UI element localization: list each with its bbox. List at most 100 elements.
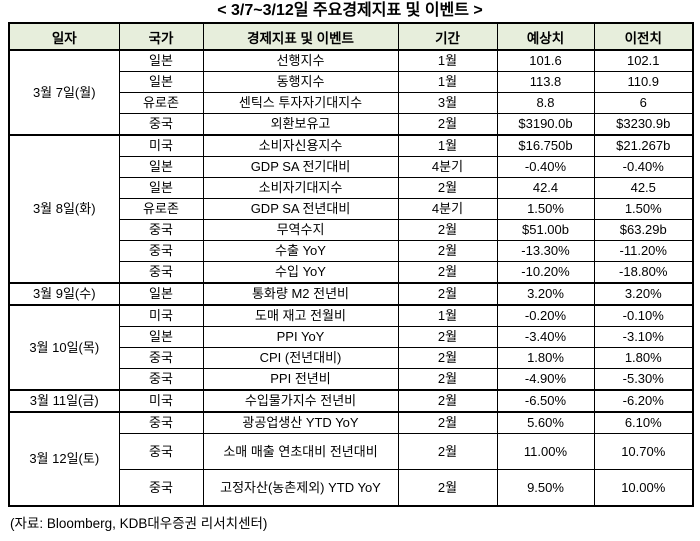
country-cell: 일본 <box>118 326 204 348</box>
period-cell: 2월 <box>397 113 498 136</box>
event-cell: 도매 재고 전월비 <box>202 304 399 327</box>
col-header-date: 일자 <box>8 22 120 51</box>
period-cell: 2월 <box>397 347 498 369</box>
date-cell: 3월 11일(금) <box>8 389 120 413</box>
table-row: 중국 고정자산(농촌제외) YTD YoY 2월 9.50% 10.00% <box>9 469 694 507</box>
event-cell: 동행지수 <box>202 71 399 93</box>
event-cell: 수입 YoY <box>202 261 399 284</box>
expected-cell: 1.50% <box>496 198 595 220</box>
event-cell: 무역수지 <box>202 219 399 241</box>
table-row: 3월 8일(화) 미국 소비자신용지수 1월 $16.750b $21.267b <box>8 134 694 284</box>
previous-cell: 110.9 <box>593 71 694 93</box>
event-cell: GDP SA 전기대비 <box>202 156 399 178</box>
period-cell: 2월 <box>397 368 498 391</box>
table-row: 일본 소비자기대지수 2월 42.4 42.5 <box>9 177 694 199</box>
previous-cell: 10.70% <box>593 433 694 470</box>
event-cell: GDP SA 전년대비 <box>202 198 399 220</box>
date-cell: 3월 10일(목) <box>8 304 120 391</box>
period-cell: 1월 <box>397 134 498 157</box>
period-cell: 2월 <box>397 177 498 199</box>
expected-cell: 3.20% <box>496 282 595 306</box>
country-cell: 중국 <box>118 219 204 241</box>
table-row: 3월 10일(목) 미국 도매 재고 전월비 1월 -0.20% -0.10% <box>8 304 694 391</box>
table-row: 3월 11일(금) 미국 수입물가지수 전년비 2월 -6.50% -6.20% <box>8 389 694 413</box>
table-row: 일본 PPI YoY 2월 -3.40% -3.10% <box>9 326 694 348</box>
country-cell: 중국 <box>118 261 204 284</box>
period-cell: 3월 <box>397 92 498 114</box>
period-cell: 2월 <box>397 326 498 348</box>
previous-cell: 6 <box>593 92 694 114</box>
country-cell: 중국 <box>118 347 204 369</box>
date-cell: 3월 9일(수) <box>8 282 120 306</box>
previous-cell: 1.50% <box>593 198 694 220</box>
country-cell: 중국 <box>118 411 204 434</box>
col-header-country: 국가 <box>118 22 204 51</box>
expected-cell: $16.750b <box>496 134 595 157</box>
expected-cell: -6.50% <box>496 389 595 413</box>
table-row: 3월 7일(월) 일본 선행지수 1월 101.6 102.1 <box>8 49 694 136</box>
event-cell: 센틱스 투자자기대지수 <box>202 92 399 114</box>
header-row: 일자 국가 경제지표 및 이벤트 기간 예상치 이전치 <box>8 22 694 51</box>
period-cell: 2월 <box>397 411 498 434</box>
table-row: 중국 수출 YoY 2월 -13.30% -11.20% <box>9 240 694 262</box>
event-cell: 외환보유고 <box>202 113 399 136</box>
period-cell: 4분기 <box>397 198 498 220</box>
previous-cell: $63.29b <box>593 219 694 241</box>
col-header-period: 기간 <box>397 22 498 51</box>
previous-cell: -6.20% <box>593 389 694 413</box>
table-row: 중국 무역수지 2월 $51.00b $63.29b <box>9 219 694 241</box>
country-cell: 중국 <box>118 113 204 136</box>
expected-cell: 8.8 <box>496 92 595 114</box>
expected-cell: 5.60% <box>496 411 595 434</box>
page-title: < 3/7~3/12일 주요경제지표 및 이벤트 > <box>217 2 483 19</box>
previous-cell: 3.20% <box>593 282 694 306</box>
period-cell: 2월 <box>397 469 498 507</box>
expected-cell: -0.20% <box>496 304 595 327</box>
previous-cell: 42.5 <box>593 177 694 199</box>
event-cell: 소비자신용지수 <box>202 134 399 157</box>
previous-cell: 6.10% <box>593 411 694 434</box>
previous-cell: -5.30% <box>593 368 694 391</box>
country-cell: 중국 <box>118 368 204 391</box>
period-cell: 2월 <box>397 261 498 284</box>
previous-cell: $3230.9b <box>593 113 694 136</box>
expected-cell: $51.00b <box>496 219 595 241</box>
previous-cell: -18.80% <box>593 261 694 284</box>
col-header-expected: 예상치 <box>496 22 595 51</box>
event-cell: 수입물가지수 전년비 <box>202 389 399 413</box>
previous-cell: 10.00% <box>593 469 694 507</box>
country-cell: 유로존 <box>118 92 204 114</box>
col-header-previous: 이전치 <box>593 22 694 51</box>
expected-cell: -3.40% <box>496 326 595 348</box>
economic-calendar-table: 일자 국가 경제지표 및 이벤트 기간 예상치 이전치 3월 7일(월) 일본 … <box>8 22 694 507</box>
event-cell: PPI 전년비 <box>202 368 399 391</box>
event-cell: PPI YoY <box>202 326 399 348</box>
period-cell: 1월 <box>397 49 498 72</box>
previous-cell: -0.40% <box>593 156 694 178</box>
table-row: 3월 9일(수) 일본 통화량 M2 전년비 2월 3.20% 3.20% <box>8 282 694 306</box>
table-row: 유로존 센틱스 투자자기대지수 3월 8.8 6 <box>9 92 694 114</box>
previous-cell: -0.10% <box>593 304 694 327</box>
previous-cell: 102.1 <box>593 49 694 72</box>
table-row: 유로존 GDP SA 전년대비 4분기 1.50% 1.50% <box>9 198 694 220</box>
country-cell: 일본 <box>118 71 204 93</box>
event-cell: 소매 매출 연초대비 전년대비 <box>202 433 399 470</box>
expected-cell: $3190.0b <box>496 113 595 136</box>
date-cell: 3월 12일(토) <box>8 411 120 507</box>
expected-cell: 113.8 <box>496 71 595 93</box>
expected-cell: -4.90% <box>496 368 595 391</box>
previous-cell: -11.20% <box>593 240 694 262</box>
table-row: 중국 소매 매출 연초대비 전년대비 2월 11.00% 10.70% <box>9 433 694 470</box>
expected-cell: 11.00% <box>496 433 595 470</box>
event-cell: CPI (전년대비) <box>202 347 399 369</box>
table-row: 일본 동행지수 1월 113.8 110.9 <box>9 71 694 93</box>
previous-cell: $21.267b <box>593 134 694 157</box>
period-cell: 4분기 <box>397 156 498 178</box>
date-cell: 3월 7일(월) <box>8 49 120 136</box>
expected-cell: 1.80% <box>496 347 595 369</box>
country-cell: 일본 <box>118 49 204 72</box>
country-cell: 일본 <box>118 282 204 306</box>
period-cell: 2월 <box>397 433 498 470</box>
table-row: 3월 12일(토) 중국 광공업생산 YTD YoY 2월 5.60% 6.10… <box>8 411 694 507</box>
event-cell: 소비자기대지수 <box>202 177 399 199</box>
